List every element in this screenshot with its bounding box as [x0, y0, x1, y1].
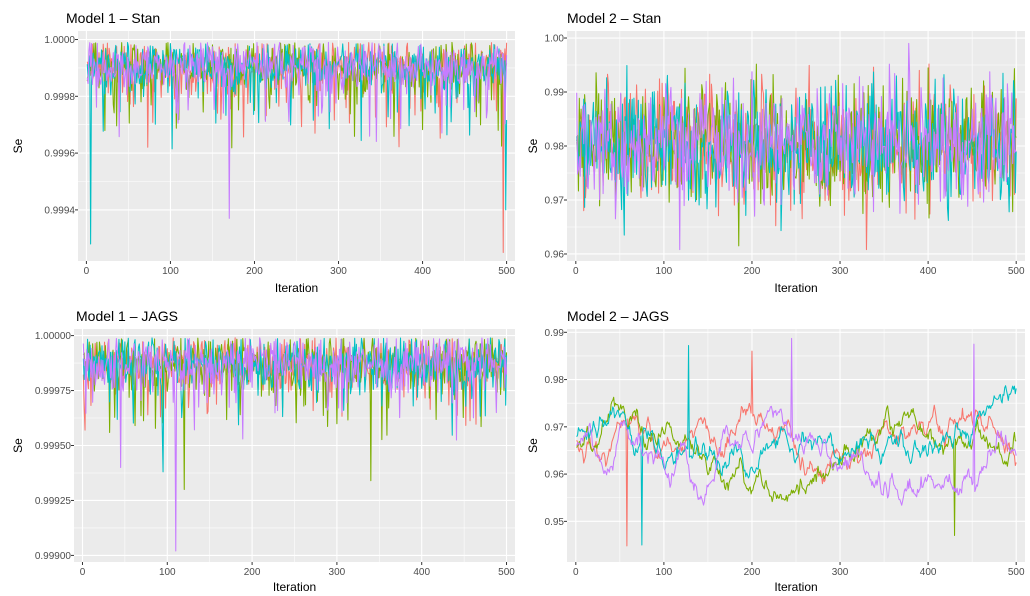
- y-axis-title: Se: [11, 138, 25, 153]
- x-tick-label: 300: [329, 567, 346, 578]
- x-axis-title: Iteration: [774, 281, 817, 295]
- x-tick-label: 400: [414, 266, 431, 277]
- y-tick-label: 0.96: [545, 249, 565, 260]
- y-tick-label: 0.99950: [35, 441, 72, 452]
- series-line-4: [86, 41, 508, 219]
- panel-model1-stan: Model 1 – Stan 0 100 200 300 400 500 0.9994 0.9…: [0, 0, 515, 298]
- y-tick-label: 0.99925: [35, 496, 72, 507]
- y-tick-label: 1.00000: [35, 331, 72, 342]
- x-tick-label: 0: [80, 567, 86, 578]
- x-axis-title: Iteration: [774, 580, 817, 594]
- x-tick-label: 300: [330, 266, 347, 277]
- x-tick-label: 400: [413, 567, 430, 578]
- series-line-4: [576, 42, 1017, 251]
- chart-plot: 0 100 200 300 400 500 0.96 0.97 0.98 0.99 1.00 Iter…: [526, 31, 1025, 295]
- chart-plot: 0 100 200 300 400 500 0.9994 0.9996 0.9998 1.0000…: [11, 31, 515, 295]
- y-tick-label: 0.97: [545, 195, 565, 206]
- series-line-1: [576, 63, 1017, 251]
- x-tick-label: 300: [832, 266, 849, 277]
- x-tick-label: 400: [920, 266, 937, 277]
- x-tick-label: 300: [832, 567, 849, 578]
- x-tick-label: 100: [162, 266, 179, 277]
- y-tick-label: 0.98: [545, 142, 565, 153]
- x-axis-title: Iteration: [273, 580, 316, 594]
- x-axis-title: Iteration: [275, 281, 318, 295]
- chart-plot: 0 100 200 300 400 500 0.99900 0.99925 0.99950 0.9…: [11, 329, 515, 594]
- chart-title: Model 1 – Stan: [66, 10, 161, 26]
- y-tick-label: 0.96: [545, 470, 565, 481]
- x-tick-label: 200: [246, 266, 263, 277]
- x-tick-label: 100: [656, 567, 673, 578]
- x-tick-label: 400: [920, 567, 937, 578]
- x-tick-label: 500: [498, 567, 515, 578]
- panel-model2-jags: Model 2 – JAGS 0 100 200 300 400 500 0.95 0.96 0…: [515, 298, 1030, 596]
- series-line-3: [82, 337, 508, 473]
- series-line-4: [576, 337, 1017, 506]
- x-tick-label: 200: [744, 266, 761, 277]
- x-tick-label: 200: [244, 567, 261, 578]
- panel-model2-stan: Model 2 – Stan 0 100 200 300 400 500 0.96 0.97 0…: [515, 0, 1030, 298]
- y-tick-label: 0.99900: [35, 551, 72, 562]
- series-line-2: [576, 396, 1017, 537]
- panel-model1-jags: Model 1 – JAGS 0 100 200 300 400 500 0.99900 0.…: [0, 298, 515, 596]
- y-tick-label: 1.00: [545, 34, 565, 45]
- x-tick-label: 500: [1008, 567, 1025, 578]
- chart-title: Model 2 – JAGS: [567, 308, 669, 324]
- y-tick-label: 0.9996: [44, 149, 75, 160]
- y-tick-label: 0.99: [545, 328, 565, 339]
- x-tick-label: 500: [1008, 266, 1025, 277]
- chart-plot: 0 100 200 300 400 500 0.95 0.96 0.97 0.98 0.99 Iter…: [526, 328, 1025, 594]
- chart-title: Model 2 – Stan: [567, 10, 662, 26]
- y-tick-label: 0.99: [545, 88, 565, 99]
- y-tick-label: 0.95: [545, 517, 565, 528]
- x-tick-label: 0: [84, 266, 90, 277]
- series-line-3: [576, 345, 1017, 546]
- y-tick-label: 0.98: [545, 375, 565, 386]
- chart-title: Model 1 – JAGS: [76, 308, 178, 324]
- x-tick-label: 0: [573, 567, 579, 578]
- x-tick-label: 100: [159, 567, 176, 578]
- series-line-4: [82, 337, 508, 552]
- x-tick-label: 200: [744, 567, 761, 578]
- y-axis-title: Se: [526, 138, 540, 153]
- y-tick-label: 0.97: [545, 422, 565, 433]
- y-tick-label: 0.9994: [44, 205, 75, 216]
- x-tick-label: 100: [656, 266, 673, 277]
- y-tick-label: 0.99975: [35, 386, 72, 397]
- x-tick-label: 0: [573, 266, 579, 277]
- x-tick-label: 500: [498, 266, 515, 277]
- y-tick-label: 1.0000: [44, 35, 75, 46]
- y-axis-title: Se: [11, 438, 25, 453]
- y-axis-title: Se: [526, 438, 540, 453]
- y-tick-label: 0.9998: [44, 92, 75, 103]
